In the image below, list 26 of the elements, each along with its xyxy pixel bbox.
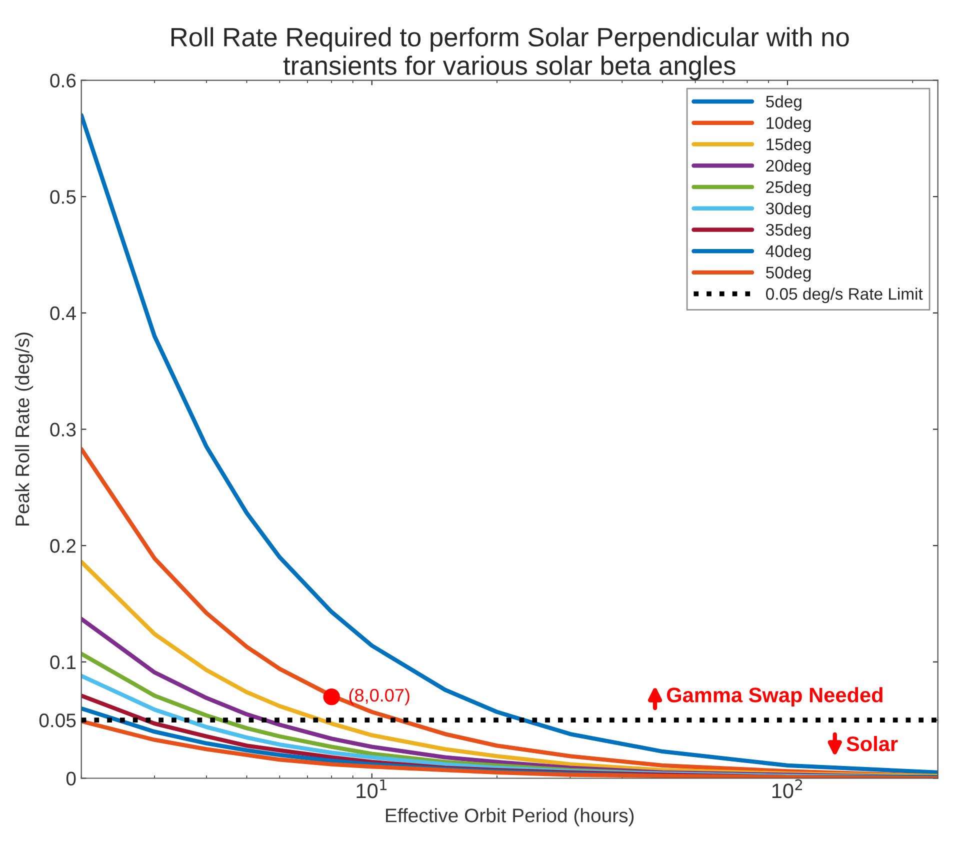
legend-label: 15deg	[766, 138, 811, 154]
legend-label: 25deg	[766, 180, 811, 196]
legend-label: 30deg	[766, 202, 811, 218]
y-tick-label: 0	[66, 772, 76, 786]
y-axis-title: Peak Roll Rate (deg/s)	[14, 332, 34, 526]
y-tick-label: 0.3	[50, 422, 76, 436]
legend-label: 35deg	[766, 223, 811, 240]
legend-label: 5deg	[766, 95, 802, 111]
legend-label: 20deg	[766, 159, 811, 175]
annotation: Gamma Swap Needed	[666, 687, 882, 707]
y-tick-label: 0.05	[39, 714, 76, 728]
y-tick-label: 0.2	[50, 539, 76, 553]
legend-label: 10deg	[766, 116, 811, 132]
legend-label: 50deg	[766, 266, 811, 282]
annotation: (8,0.07)	[349, 688, 410, 706]
y-tick-label: 0.6	[50, 74, 76, 88]
annotation: Solar	[846, 736, 898, 752]
chart-title: Roll Rate Required to perform Solar Perpendicular with no transients for various solar beta angles	[171, 27, 849, 80]
y-tick-label: 0.4	[50, 306, 76, 320]
x-tick-label: 10$^{2}$	[772, 779, 802, 798]
y-tick-label: 0.1	[50, 655, 76, 670]
y-tick-label: 0.5	[50, 190, 76, 204]
legend-label: 0.05 deg/s Rate Limit	[766, 288, 923, 304]
legend-label: 40deg	[766, 244, 811, 260]
x-tick-label: 10$^{1}$	[356, 779, 387, 798]
x-axis-title: Effective Orbit Period (hours)	[386, 808, 634, 826]
